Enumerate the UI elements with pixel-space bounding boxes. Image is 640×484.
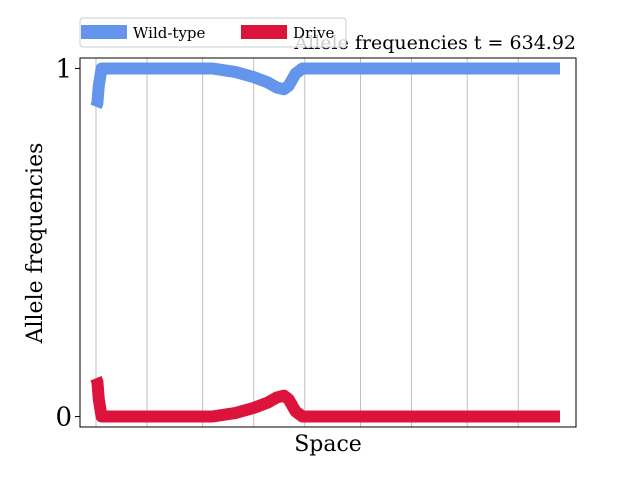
x-axis-label: Space bbox=[294, 432, 362, 457]
series-line-wild-type bbox=[90, 62, 560, 110]
legend: Wild-type Drive bbox=[79, 17, 347, 48]
series-line-drive bbox=[90, 375, 560, 423]
legend-label: Wild-type bbox=[133, 24, 206, 42]
plot-area-frame bbox=[79, 57, 577, 428]
y-axis: 01 bbox=[55, 54, 80, 433]
legend-label: Drive bbox=[293, 24, 334, 42]
series-layer bbox=[90, 62, 560, 423]
y-axis-label: Allele frequencies bbox=[23, 143, 48, 345]
chart-title: Allele frequencies t = 634.92 bbox=[293, 32, 576, 54]
grid-layer bbox=[95, 58, 519, 427]
y-tick-label: 0 bbox=[55, 403, 72, 433]
y-tick-label: 1 bbox=[55, 54, 72, 84]
